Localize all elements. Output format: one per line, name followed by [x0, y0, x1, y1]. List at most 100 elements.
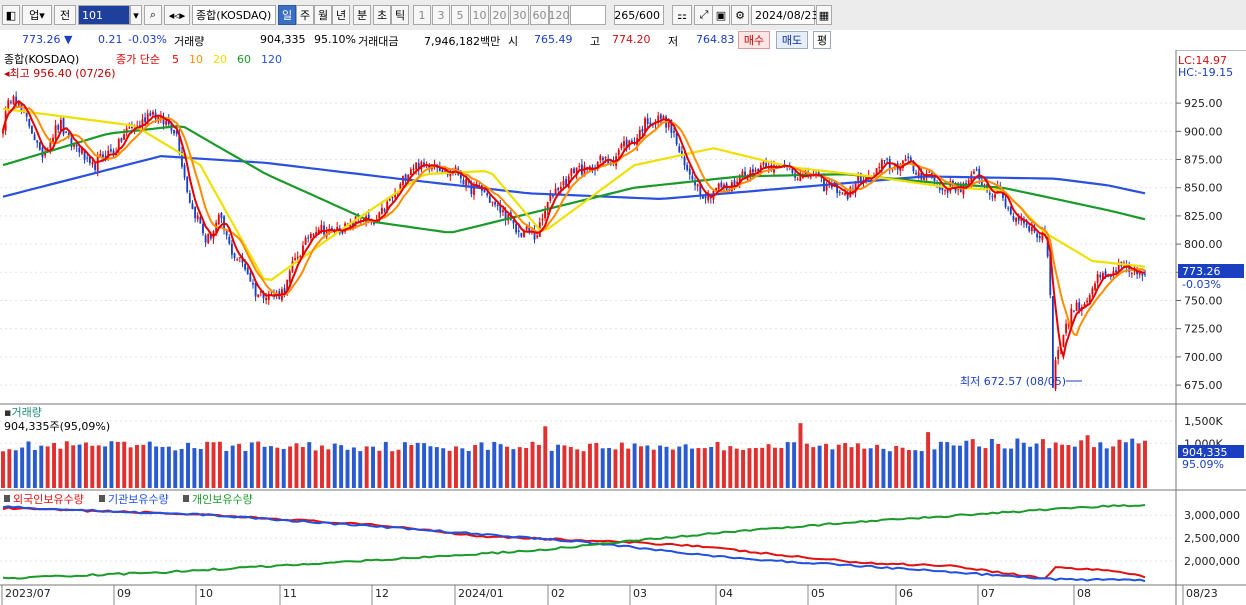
volume-bar: [543, 426, 548, 488]
volume-bar: [52, 442, 57, 488]
x-tick-7: 03: [633, 587, 647, 600]
volume-bar: [1047, 448, 1052, 488]
count-field[interactable]: 265/600: [614, 5, 664, 25]
candle: [191, 200, 194, 210]
ma5-line: [2, 99, 1146, 361]
stock-chart[interactable]: 925.00900.00875.00850.00825.00800.00775.…: [0, 50, 1246, 605]
ma-legend-20: 20: [213, 53, 227, 66]
candle: [796, 177, 799, 181]
chart-type-icon[interactable]: ⚏: [672, 5, 692, 25]
volume-bar: [989, 438, 994, 488]
candle: [12, 94, 15, 105]
candle: [944, 189, 946, 196]
eval-button[interactable]: 평: [813, 31, 831, 49]
current-price-label: 773.26: [1182, 265, 1221, 278]
interval-4[interactable]: 20: [490, 5, 509, 25]
tab-5[interactable]: 초: [373, 5, 391, 25]
volume-bar: [1053, 442, 1058, 488]
candle: [207, 233, 210, 245]
candle: [707, 190, 710, 204]
x-tick-12: 08: [1077, 587, 1091, 600]
volume-bar: [58, 448, 63, 488]
volume-bar: [122, 441, 127, 488]
volume-bar: [619, 442, 624, 488]
volume-bar: [390, 451, 395, 488]
low-value: 764.83: [696, 33, 735, 46]
quote-bar: 773.26 ▼ 0.21 -0.03% 거래량 904,335 95.10% …: [0, 30, 1246, 51]
volume-bar: [13, 450, 18, 488]
x-tick-5: 2024/01: [458, 587, 504, 600]
candle: [1028, 224, 1031, 233]
interval-1[interactable]: 3: [432, 5, 450, 25]
prev-next-icon[interactable]: ◂◃▸: [164, 5, 190, 25]
candle: [149, 110, 152, 117]
candle: [1012, 212, 1015, 222]
calendar-icon[interactable]: ▦: [816, 5, 832, 25]
tab-4[interactable]: 분: [353, 5, 371, 25]
volume-bar: [626, 448, 631, 488]
volume-bar: [964, 440, 969, 488]
volume-bar: [549, 450, 554, 488]
interval-7[interactable]: 120: [549, 5, 570, 25]
candle: [849, 185, 852, 198]
tab-6[interactable]: 틱: [391, 5, 409, 25]
candle: [1038, 233, 1041, 243]
market-select[interactable]: 업 ▾: [22, 5, 52, 25]
interval-3[interactable]: 10: [470, 5, 489, 25]
volume-bar: [734, 448, 739, 488]
min-annotation: 최저 672.57 (08/05): [960, 375, 1082, 388]
candle: [62, 115, 65, 137]
amount-value: 7,946,182백만: [424, 35, 501, 48]
buy-button[interactable]: 매수: [738, 31, 770, 49]
save-icon[interactable]: ▣: [712, 5, 730, 25]
volume-bar: [243, 450, 248, 488]
candle: [678, 143, 681, 154]
candle: [1057, 346, 1060, 365]
volume-bar: [906, 450, 911, 488]
search-icon[interactable]: ⌕: [144, 5, 162, 25]
volume-bar: [721, 450, 726, 488]
candle: [252, 279, 254, 289]
tab-2[interactable]: 월: [314, 5, 332, 25]
tab-1[interactable]: 주: [296, 5, 314, 25]
volume-bar: [402, 442, 407, 488]
code-input[interactable]: 101: [78, 5, 130, 25]
volume-bar: [383, 441, 388, 488]
code-dropdown[interactable]: ▾: [130, 5, 142, 25]
current-change-label: -0.03%: [1182, 278, 1221, 291]
volume-bar: [938, 441, 943, 488]
candle: [462, 177, 465, 185]
settings-icon[interactable]: ⚙: [731, 5, 749, 25]
volume-bar: [166, 446, 171, 488]
volume-bar: [683, 444, 688, 488]
candle: [680, 145, 683, 159]
tab-3[interactable]: 년: [332, 5, 350, 25]
volume-bar: [345, 449, 350, 488]
draw-tool-icon[interactable]: ⤢: [694, 5, 714, 25]
candle: [620, 142, 623, 151]
volume-bar: [996, 443, 1001, 488]
volume-bar: [983, 448, 988, 488]
low-label: 저: [668, 35, 679, 48]
custom-interval-input[interactable]: [570, 5, 606, 25]
price-tick-2: 875.00: [1184, 154, 1223, 167]
date-field[interactable]: 2024/08/23: [751, 5, 818, 25]
volume-bar: [96, 445, 101, 488]
sell-button[interactable]: 매도: [776, 31, 808, 49]
interval-0[interactable]: 1: [413, 5, 431, 25]
period-select[interactable]: 전: [54, 5, 76, 25]
holding-line-1: [2, 505, 1146, 583]
volume-bar: [677, 446, 682, 488]
tab-0[interactable]: 일: [278, 5, 296, 25]
volume-bar: [211, 442, 216, 488]
interval-6[interactable]: 60: [530, 5, 549, 25]
volume-bar: [741, 449, 746, 488]
candle: [630, 138, 633, 143]
interval-5[interactable]: 30: [510, 5, 529, 25]
candle: [52, 134, 54, 144]
volume-bar: [862, 448, 867, 488]
interval-2[interactable]: 5: [451, 5, 469, 25]
grid-icon[interactable]: ◧: [2, 5, 20, 25]
candle: [1096, 271, 1099, 287]
volume-bar: [434, 447, 439, 488]
